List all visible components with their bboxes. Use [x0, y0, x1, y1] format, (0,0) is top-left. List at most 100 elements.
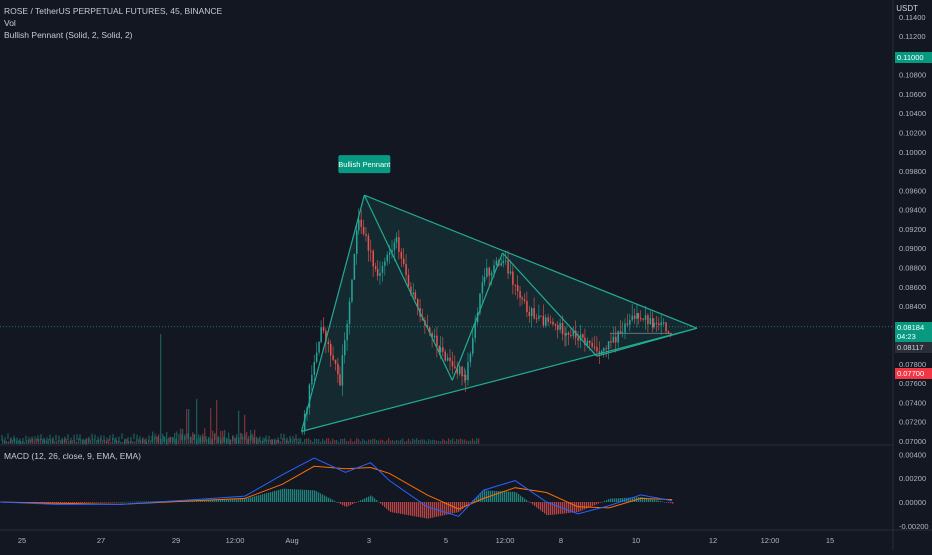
macd-hist-bar: [252, 496, 254, 502]
candle-body: [624, 323, 626, 333]
macd-hist-bar: [330, 498, 332, 502]
candle-body: [665, 322, 667, 332]
volume-bar: [156, 435, 158, 444]
candle-body: [334, 359, 337, 364]
macd-hist-bar: [518, 494, 520, 502]
candle-body: [519, 291, 521, 298]
volume-bar: [384, 441, 386, 444]
candle-body: [479, 293, 481, 313]
volume-bar: [446, 441, 448, 444]
macd-hist-bar: [466, 502, 468, 506]
volume-bar: [428, 438, 430, 444]
volume-bar: [68, 440, 70, 444]
volume-bar: [326, 438, 328, 444]
volume-bar: [236, 434, 238, 444]
candle-body: [325, 330, 327, 342]
macd-hist-bar: [216, 499, 218, 502]
macd-hist-bar: [200, 500, 202, 502]
candle-body: [591, 342, 593, 347]
pennant-pattern: [300, 194, 698, 432]
macd-hist-bar: [596, 502, 598, 505]
time-tick-label: 12:00: [226, 536, 245, 545]
candle-body: [593, 346, 596, 348]
macd-hist-bar: [304, 489, 306, 502]
candle-body: [658, 323, 660, 326]
volume-bar: [66, 439, 68, 444]
macd-hist-bar: [112, 502, 114, 503]
macd-hist-bar: [478, 495, 480, 502]
volume-bar: [34, 441, 36, 444]
volume-bar: [14, 438, 16, 444]
price-tick-label: 0.09800: [899, 167, 926, 176]
volume-bar: [158, 434, 160, 444]
volume-bar: [296, 438, 298, 444]
macd-hist-bar: [424, 502, 426, 519]
macd-hist-bar: [444, 502, 446, 516]
volume-bar: [454, 441, 456, 444]
macd-hist-bar: [246, 498, 248, 502]
candle-body: [521, 297, 523, 300]
volume-bar: [50, 439, 52, 444]
volume-bar: [460, 438, 462, 444]
volume-bar: [48, 438, 50, 444]
price-tick-label: 0.08800: [899, 263, 926, 272]
candle-body: [463, 375, 466, 377]
candle-body: [454, 366, 456, 369]
candle-body: [481, 282, 484, 294]
macd-hist-bar: [66, 502, 68, 504]
macd-hist-bar: [542, 502, 544, 512]
indicator-legend: Bullish Pennant (Solid, 2, Solid, 2): [4, 30, 133, 40]
macd-hist-bar: [142, 501, 144, 503]
candle-body: [428, 327, 431, 334]
macd-hist-bar: [228, 499, 230, 502]
candle-body: [570, 334, 572, 336]
macd-hist-bar: [516, 492, 518, 502]
macd-hist-bar: [384, 502, 386, 508]
volume-bar: [166, 432, 168, 444]
volume-bar: [394, 441, 396, 444]
macd-hist-bar: [640, 497, 642, 502]
volume-bar: [108, 439, 110, 444]
volume-bar: [458, 439, 460, 444]
candle-body: [381, 265, 384, 273]
macd-hist-bar: [538, 502, 540, 510]
macd-hist-bar: [118, 502, 120, 503]
candle-body: [582, 334, 584, 338]
macd-hist-bar: [500, 491, 502, 502]
macd-hist-bar: [314, 490, 316, 502]
volume-bar: [312, 441, 314, 444]
volume-bar: [118, 440, 120, 444]
price-tick-label: 0.10600: [899, 90, 926, 99]
macd-hist-bar: [206, 499, 208, 502]
macd-hist-bar: [364, 498, 366, 502]
macd-hist-bar: [138, 501, 140, 503]
volume-bar: [176, 431, 178, 444]
volume-bar: [168, 437, 170, 444]
macd-hist-bar: [104, 502, 106, 503]
volume-bar: [90, 439, 92, 444]
candle-body: [542, 315, 545, 326]
volume-bar: [294, 438, 296, 444]
candle-body: [365, 233, 367, 236]
candle-body: [631, 315, 633, 320]
candle-body: [507, 260, 509, 274]
macd-hist-bar: [570, 502, 572, 513]
volume-bar: [204, 428, 206, 444]
volume-bar: [432, 439, 434, 444]
macd-hist-bar: [288, 488, 290, 502]
macd-hist-bar: [568, 502, 570, 514]
volume-bar: [258, 438, 260, 444]
volume-bar: [170, 437, 172, 444]
volume-bar: [240, 432, 242, 444]
candle-body: [395, 237, 398, 243]
volume-bar: [102, 440, 104, 444]
volume-bar: [148, 439, 150, 444]
macd-hist-bar: [504, 491, 506, 502]
candle-body: [315, 352, 318, 362]
macd-hist-bar: [654, 499, 656, 502]
volume-bar: [64, 438, 66, 444]
volume-bar: [174, 432, 176, 444]
pennant-fill: [301, 195, 697, 432]
